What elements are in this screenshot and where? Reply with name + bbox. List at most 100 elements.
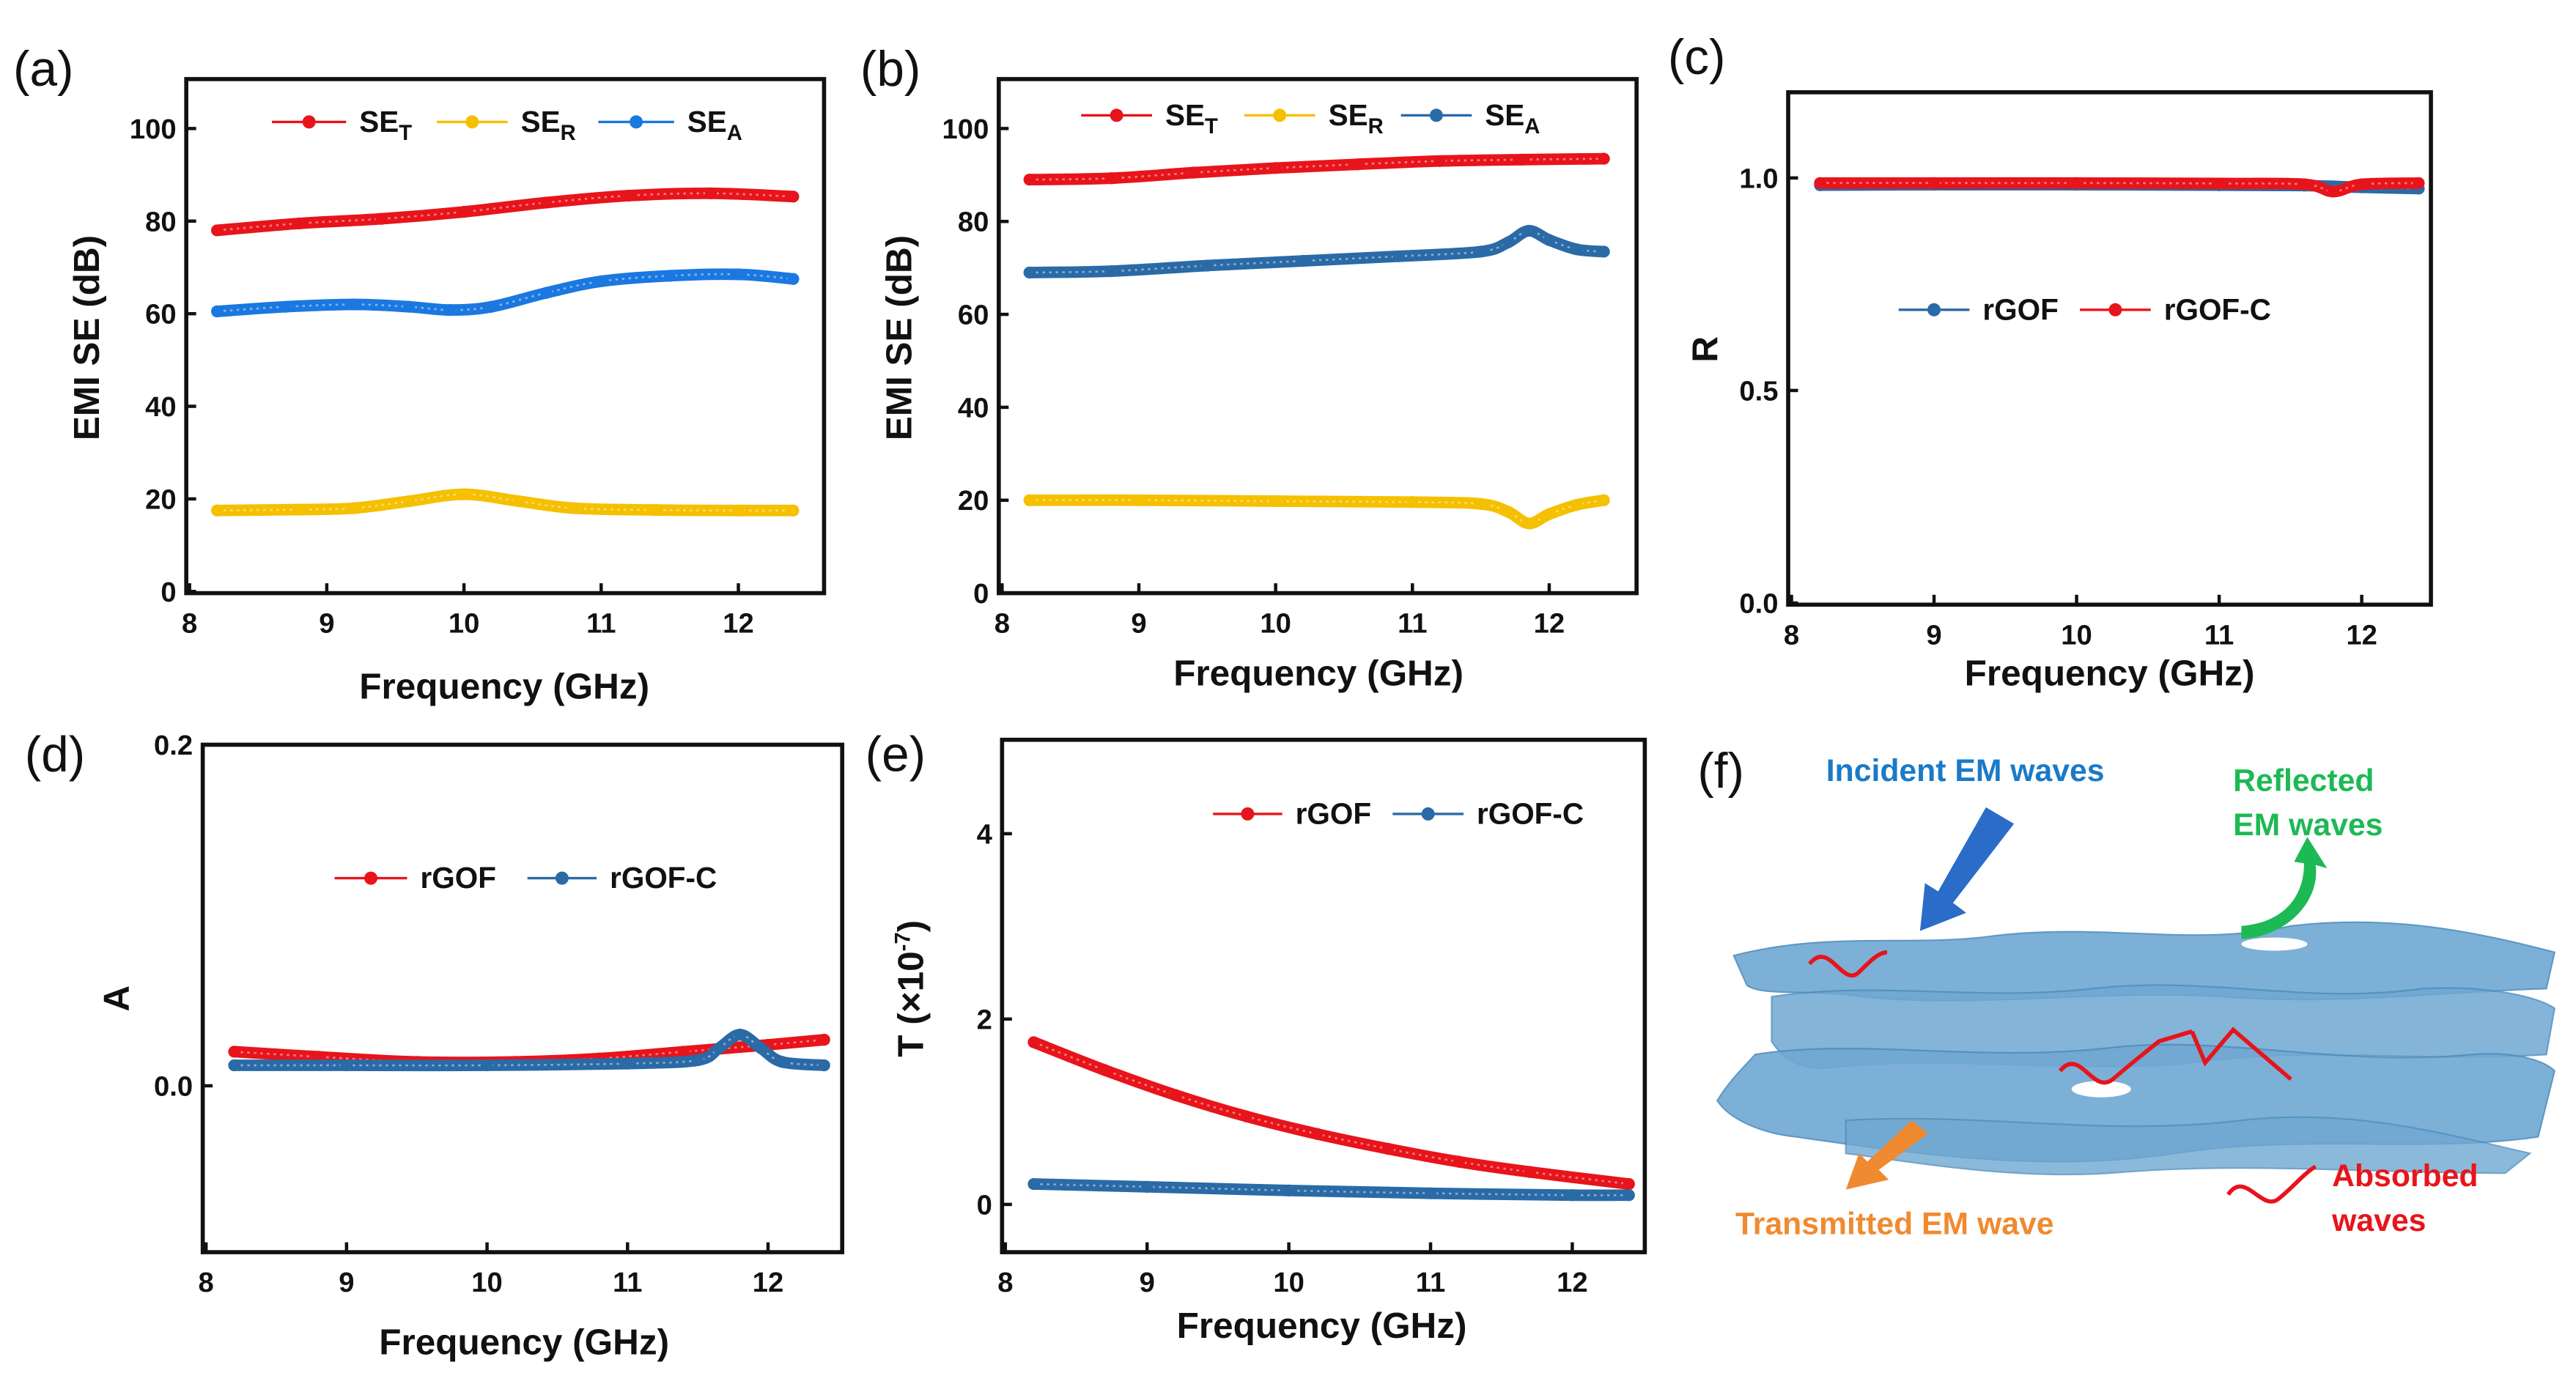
legend-label-text: rGOF-C [1477,796,1584,830]
data-point [677,1046,690,1058]
data-point [1623,1189,1635,1202]
legend-marker [2108,303,2122,317]
data-point [1524,1166,1536,1178]
x-tick-label: 9 [319,608,334,640]
legend-label-text: SE [359,105,399,138]
legend-label-text: rGOF [421,861,496,895]
data-point [787,504,800,517]
data-point [485,300,498,313]
data-point [1502,236,1515,248]
data-point [1141,1180,1154,1193]
data-point [2213,177,2226,190]
legend-marker [302,115,316,129]
data-point [1516,153,1528,166]
y-tick-label: 80 [145,206,177,237]
illustration-f: Incident EM waves Reflected EM waves Tra… [1716,753,2556,1241]
absorbed-label-1: Absorbed [2332,1158,2478,1194]
y-tick-label: 20 [958,485,989,517]
data-point [1187,166,1200,179]
y-tick-label: 4 [977,818,993,850]
legend-item: rGOF-C [1392,796,1584,830]
data-point [787,190,800,203]
x-tick-label: 12 [753,1267,784,1298]
data-point [1269,495,1282,508]
y-axis-title-text: A [96,985,136,1012]
y-axis-title: R [1685,336,1725,363]
plot-frame [1786,90,2433,607]
y-tick-label: 40 [958,392,989,423]
legend-label: rGOF [421,861,496,895]
fiber-gaps [2071,937,2308,1098]
data-point [1381,1142,1395,1155]
data-point [293,217,306,230]
data-point [1027,1177,1040,1191]
x-axis-title: Frequency (GHz) [1965,654,2255,694]
y-axis-title-end: ) [890,920,931,932]
y-axis-title: T (×10-7) [890,920,931,1057]
data-point [211,504,224,517]
data-point [1453,1155,1465,1168]
series-marker-highlights [234,1038,824,1064]
y-axis-title-text: R [1685,336,1725,363]
series-rgof [1027,1036,1635,1191]
chart-a: 8 9 10 11 12 0 20 40 60 80 100 Frequency (GHz) EMI S… [67,77,827,706]
x-tick-label: 9 [1926,619,1941,651]
data-point [211,224,224,237]
data-point [375,212,388,225]
data-point [755,1042,767,1054]
data-point [1240,1110,1252,1122]
data-point [1475,497,1487,510]
legend-label-sub: R [1368,115,1384,138]
data-point [1023,174,1036,186]
data-point [403,300,416,313]
legend-label: SER [1329,98,1384,138]
legend-item: rGOF [1898,292,2059,326]
data-point [348,298,361,311]
data-point [818,1034,830,1046]
data-point [1406,496,1419,508]
y-axis-title: EMI SE (dB) [879,235,920,440]
chart-e: 8 9 10 11 12 0 2 4 Frequency (GHz) T (×10-7) rGOF r… [890,737,1647,1346]
x-tick-label: 9 [1131,608,1146,640]
legend-label: rGOF-C [610,861,717,895]
y-tick-label: 100 [942,114,989,145]
legend-marker [630,115,643,129]
data-point [540,286,553,299]
data-point [1623,1177,1635,1191]
legend-label-text: rGOF [1982,292,2058,326]
data-point [1814,177,1826,189]
data-point [293,503,306,516]
x-tick-label: 8 [997,1267,1013,1298]
series-line [1023,152,1610,186]
x-tick-label: 10 [1260,608,1291,640]
data-point [1566,1189,1579,1202]
panel-label-f: (f) [1697,744,1744,799]
legend-label: rGOF-C [2164,292,2271,326]
y-tick-label: 0.2 [154,730,193,761]
data-point [481,1059,493,1072]
data-point [540,196,553,209]
y-axis-title: A [96,985,136,1012]
legend-item: SEA [598,105,742,145]
panel-label-c: (c) [1668,30,1726,85]
data-point [1571,243,1583,256]
incident-arrow-icon [1919,807,2015,931]
data-point [2327,185,2339,198]
data-point [1522,224,1535,237]
legend-label-text: SE [521,105,561,138]
x-tick-label: 10 [1273,1267,1304,1298]
data-point [1169,1089,1182,1101]
reflected-arrow-icon [2241,837,2328,939]
data-point [1201,259,1214,272]
x-tick-label: 8 [182,608,197,640]
legend-marker [465,115,479,129]
data-point [818,1059,830,1072]
y-tick-label: 20 [145,484,177,515]
data-point [1543,508,1556,520]
data-point [663,270,676,282]
x-tick-label: 11 [1398,608,1427,640]
incident-label: Incident EM waves [1826,753,2105,788]
data-point [692,1054,704,1067]
data-point [1543,234,1556,246]
